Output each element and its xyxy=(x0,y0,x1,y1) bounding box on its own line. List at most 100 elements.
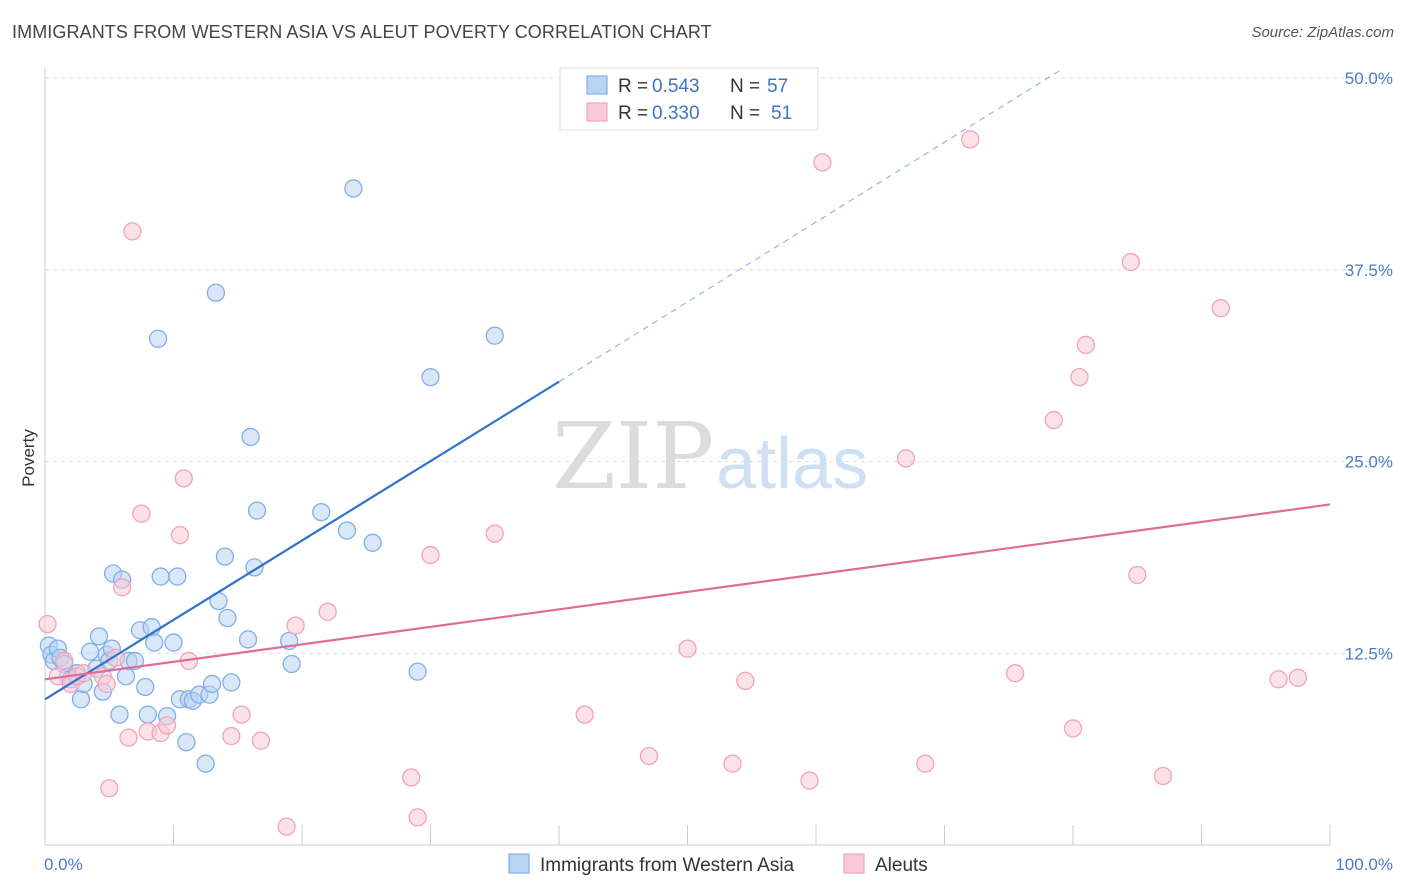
point-western-asia xyxy=(238,630,258,649)
point-aleut xyxy=(408,808,427,827)
legend-n-label-1: N = xyxy=(730,103,760,124)
point-western-asia xyxy=(206,283,226,302)
point-western-asia xyxy=(80,642,100,661)
point-aleut xyxy=(1006,664,1025,683)
axes xyxy=(44,68,1330,846)
point-western-asia xyxy=(125,651,145,671)
watermark-zip: ZIP xyxy=(552,403,714,510)
legend-swatch-blue xyxy=(586,75,608,95)
bottom-legend-label-0: Immigrants from Western Asia xyxy=(540,855,795,876)
point-aleut xyxy=(286,616,305,635)
point-western-asia xyxy=(218,608,237,628)
point-aleut xyxy=(961,130,980,149)
point-aleut xyxy=(1121,252,1140,272)
point-aleut xyxy=(639,746,659,766)
point-western-asia xyxy=(196,754,215,773)
point-western-asia xyxy=(151,567,170,586)
point-aleut xyxy=(916,754,935,773)
point-aleut xyxy=(251,731,271,750)
point-western-asia xyxy=(202,674,222,694)
legend-r-label-1: R = xyxy=(618,103,648,124)
y-axis-label: Poverty xyxy=(19,429,38,487)
trend-line-western-asia xyxy=(44,380,560,701)
y-tick-label: 25.0% xyxy=(1345,453,1393,472)
point-aleut xyxy=(575,705,594,724)
point-western-asia xyxy=(222,673,241,692)
x-tick-labels: 0.0% 100.0% xyxy=(44,855,1393,874)
legend-r-value-1: 0.330 xyxy=(652,103,700,124)
point-aleut xyxy=(174,469,193,488)
point-western-asia xyxy=(282,654,301,674)
point-aleut xyxy=(1269,670,1288,689)
point-aleut xyxy=(132,504,151,523)
point-western-asia xyxy=(136,677,155,697)
legend-n-value-0: 57 xyxy=(767,76,788,97)
point-western-asia xyxy=(110,705,129,724)
x-tick-label: 0.0% xyxy=(44,855,83,874)
bottom-legend-swatch-pink xyxy=(843,853,865,874)
point-western-asia xyxy=(215,547,235,566)
bottom-legend-swatch-blue xyxy=(508,853,530,874)
point-aleut xyxy=(318,602,337,621)
trend-line-aleut xyxy=(44,503,1331,681)
point-western-asia xyxy=(168,567,187,586)
point-western-asia xyxy=(247,501,267,520)
point-western-asia xyxy=(421,367,440,387)
point-aleut xyxy=(222,726,241,746)
point-aleut xyxy=(1070,367,1089,387)
point-aleut xyxy=(232,705,251,724)
point-western-asia xyxy=(89,627,109,646)
legend-r-label-0: R = xyxy=(618,76,648,97)
point-aleut xyxy=(1063,719,1083,738)
bottom-legend-label-1: Aleuts xyxy=(875,855,928,876)
point-western-asia xyxy=(145,633,164,652)
legend-n-value-1: 51 xyxy=(771,103,792,124)
y-tick-label: 50.0% xyxy=(1345,69,1393,88)
point-western-asia xyxy=(344,179,363,198)
chart-title: IMMIGRANTS FROM WESTERN ASIA VS ALEUT PO… xyxy=(12,22,712,42)
point-aleut xyxy=(1153,766,1173,786)
watermark: ZIP atlas xyxy=(552,403,868,510)
x-tick-label: 100.0% xyxy=(1335,855,1393,874)
point-aleut xyxy=(485,524,504,543)
point-aleut xyxy=(813,153,832,172)
point-aleut xyxy=(736,671,755,691)
y-tick-labels: 12.5% 25.0% 37.5% 50.0% xyxy=(1345,69,1393,663)
data-points xyxy=(38,130,1308,836)
point-aleut xyxy=(55,651,74,671)
source-label: Source: ZipAtlas.com xyxy=(1251,24,1394,41)
point-western-asia xyxy=(116,667,136,686)
point-aleut xyxy=(896,449,916,468)
point-aleut xyxy=(723,754,742,773)
point-western-asia xyxy=(363,533,382,552)
grid xyxy=(45,77,1390,845)
bottom-legend: Immigrants from Western Asia Aleuts xyxy=(508,853,928,876)
point-western-asia xyxy=(164,633,183,652)
point-western-asia xyxy=(71,690,91,709)
point-aleut xyxy=(157,716,177,735)
y-tick-label: 12.5% xyxy=(1345,644,1393,663)
point-aleut xyxy=(123,222,142,241)
point-aleut xyxy=(1288,668,1308,687)
point-aleut xyxy=(800,771,819,790)
point-western-asia xyxy=(148,329,168,348)
point-western-asia xyxy=(408,662,427,681)
point-aleut xyxy=(170,525,190,545)
point-western-asia xyxy=(337,521,357,540)
point-aleut xyxy=(421,545,440,565)
trend-lines xyxy=(44,69,1331,701)
point-aleut xyxy=(1044,410,1063,430)
point-aleut xyxy=(97,674,116,694)
point-aleut xyxy=(1211,298,1230,318)
point-western-asia xyxy=(485,326,504,345)
point-western-asia xyxy=(312,502,331,522)
point-aleut xyxy=(38,614,57,634)
point-aleut xyxy=(277,817,296,836)
point-aleut xyxy=(402,768,421,787)
point-aleut xyxy=(100,779,119,798)
point-western-asia xyxy=(241,427,260,447)
point-aleut xyxy=(1076,335,1095,355)
point-aleut xyxy=(119,728,138,747)
point-western-asia xyxy=(177,733,196,752)
